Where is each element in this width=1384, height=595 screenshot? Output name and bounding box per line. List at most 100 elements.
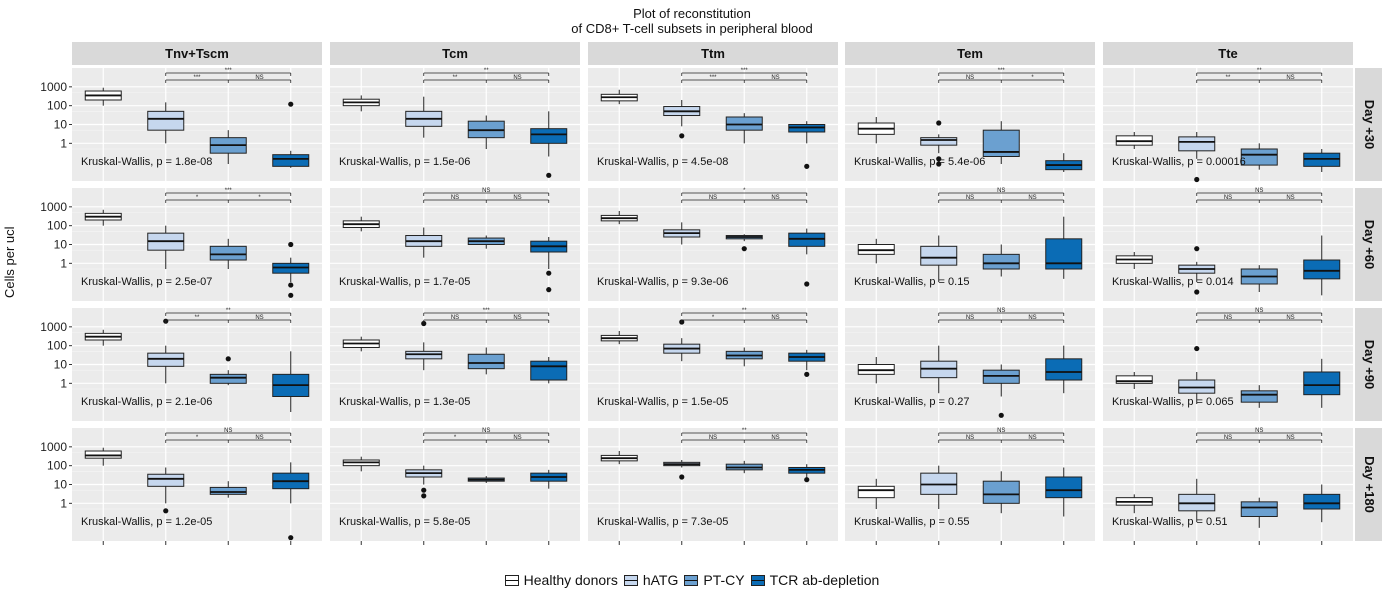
chart-title-line-2: of CD8+ T-cell subsets in peripheral blo…: [571, 21, 813, 36]
outlier-point: [288, 241, 294, 248]
sig-label-left: ***: [709, 75, 717, 81]
sig-label-left: NS: [966, 435, 974, 441]
y-tick-label: 1000: [40, 200, 67, 214]
y-tick-label: 100: [47, 219, 67, 233]
sig-label-top: NS: [1255, 188, 1263, 194]
box-hatg: [147, 352, 185, 367]
sig-label-top: NS: [482, 428, 490, 434]
faceted-boxplot: Tnv+Tscm Tcm Ttm Tem Tte Day +30 Day +60 Day +9…: [40, 42, 1382, 545]
row-strip-day-90: [1355, 308, 1382, 421]
outlier-point: [741, 246, 747, 252]
sig-label-right: NS: [1028, 195, 1036, 201]
sig-label-top: ***: [225, 68, 233, 74]
box-tcr-ab-depletion: [530, 360, 568, 381]
sig-label-left: *: [196, 195, 199, 201]
y-tick-label: 100: [47, 459, 67, 473]
sig-label-left: NS: [451, 195, 459, 201]
legend-key: [684, 574, 699, 586]
column-strip-tem: [845, 42, 1095, 65]
column-strip-label: Tnv+Tscm: [165, 46, 229, 61]
sig-label-top: NS: [1255, 428, 1263, 434]
outlier-point: [546, 172, 552, 178]
sig-label-left: *: [196, 435, 199, 441]
chart-title-line-1: Plot of reconstitution: [633, 6, 751, 21]
kruskal-wallis-label: Kruskal-Wallis, p = 9.3e-06: [597, 276, 728, 288]
outlier-point: [1194, 246, 1200, 252]
legend-label: hATG: [642, 572, 679, 588]
outlier-point: [679, 474, 685, 480]
outlier-point: [288, 101, 294, 107]
outlier-point: [1194, 289, 1200, 295]
column-strip-ttm: [588, 42, 838, 65]
kruskal-wallis-label: Kruskal-Wallis, p = 1.5e-06: [339, 156, 470, 168]
sig-label-right: NS: [255, 435, 263, 441]
column-strip-label: Tcm: [442, 46, 468, 61]
sig-label-left: *: [712, 315, 715, 321]
legend-item-pt-cy: PT-CY: [684, 572, 745, 588]
sig-label-left: **: [1226, 75, 1231, 81]
sig-label-right: NS: [771, 315, 779, 321]
sig-label-top: *: [743, 188, 746, 194]
box-tcr-ab-depletion: [1045, 476, 1083, 499]
sig-label-top: NS: [482, 188, 490, 194]
box-tcr-ab-depletion: [1045, 358, 1083, 381]
sig-label-top: **: [484, 68, 489, 74]
column-strip-label: Tte: [1218, 46, 1238, 61]
box-hatg: [1178, 136, 1216, 152]
box-pt-cy: [725, 116, 763, 131]
box-pt-cy: [467, 353, 505, 370]
box-pt-cy: [982, 253, 1020, 270]
sig-label-left: NS: [966, 195, 974, 201]
sig-label-top: **: [1257, 68, 1262, 74]
box-hatg: [1178, 379, 1216, 394]
outlier-point: [421, 487, 427, 493]
legend-item-tcr-ab-depletion: TCR ab-depletion: [750, 572, 879, 588]
kruskal-wallis-label: Kruskal-Wallis, p = 7.3e-05: [597, 516, 728, 528]
sig-label-top: ***: [998, 68, 1006, 74]
column-strip-label: Ttm: [701, 46, 725, 61]
outlier-point: [936, 120, 942, 126]
legend-item-hatg: hATG: [623, 572, 679, 588]
y-tick-label: 1: [60, 256, 67, 270]
column-strip-tte: [1103, 42, 1353, 65]
column-strip-label: Tem: [957, 46, 983, 61]
box-hatg: [920, 137, 958, 146]
box-pt-cy: [982, 480, 1020, 504]
box-tcr-ab-depletion: [1303, 152, 1341, 167]
legend-item-healthy-donors: Healthy donors: [504, 572, 618, 588]
sig-label-left: ***: [193, 75, 201, 81]
sig-label-right: NS: [1028, 315, 1036, 321]
chart-title: Plot of reconstitution of CD8+ T-cell su…: [0, 6, 1384, 36]
sig-label-right: NS: [513, 435, 521, 441]
y-tick-label: 10: [54, 118, 68, 132]
row-strip-day-30: [1355, 68, 1382, 181]
sig-label-top: ***: [741, 68, 749, 74]
sig-label-top: NS: [1255, 308, 1263, 314]
kruskal-wallis-label: Kruskal-Wallis, p = 0.014: [1112, 276, 1234, 288]
y-tick-label: 1: [60, 136, 67, 150]
sig-label-right: NS: [1286, 195, 1294, 201]
sig-label-right: NS: [1286, 75, 1294, 81]
kruskal-wallis-label: Kruskal-Wallis, p = 1.8e-08: [81, 156, 212, 168]
legend-key: [750, 574, 765, 586]
y-tick-label: 10: [54, 358, 68, 372]
sig-label-right: NS: [513, 75, 521, 81]
box-pt-cy: [1240, 148, 1278, 166]
row-strip-day-60: [1355, 188, 1382, 301]
outlier-point: [804, 371, 810, 377]
outlier-point: [288, 282, 294, 288]
box-healthy-donors: [1115, 375, 1153, 384]
box-tcr-ab-depletion: [1045, 238, 1083, 270]
box-pt-cy: [209, 245, 247, 261]
row-strip-label: Day +90: [1362, 340, 1377, 390]
outlier-point: [1194, 345, 1200, 352]
y-tick-label: 10: [54, 238, 68, 252]
legend-key: [504, 574, 519, 586]
box-tcr-ab-depletion: [1303, 259, 1341, 280]
kruskal-wallis-label: Kruskal-Wallis, p = 0.51: [1112, 516, 1227, 528]
kruskal-wallis-label: Kruskal-Wallis, p = 0.15: [854, 276, 969, 288]
sig-label-right: NS: [771, 75, 779, 81]
sig-label-top: ***: [225, 188, 233, 194]
sig-label-top: NS: [997, 188, 1005, 194]
sig-label-top: NS: [997, 428, 1005, 434]
